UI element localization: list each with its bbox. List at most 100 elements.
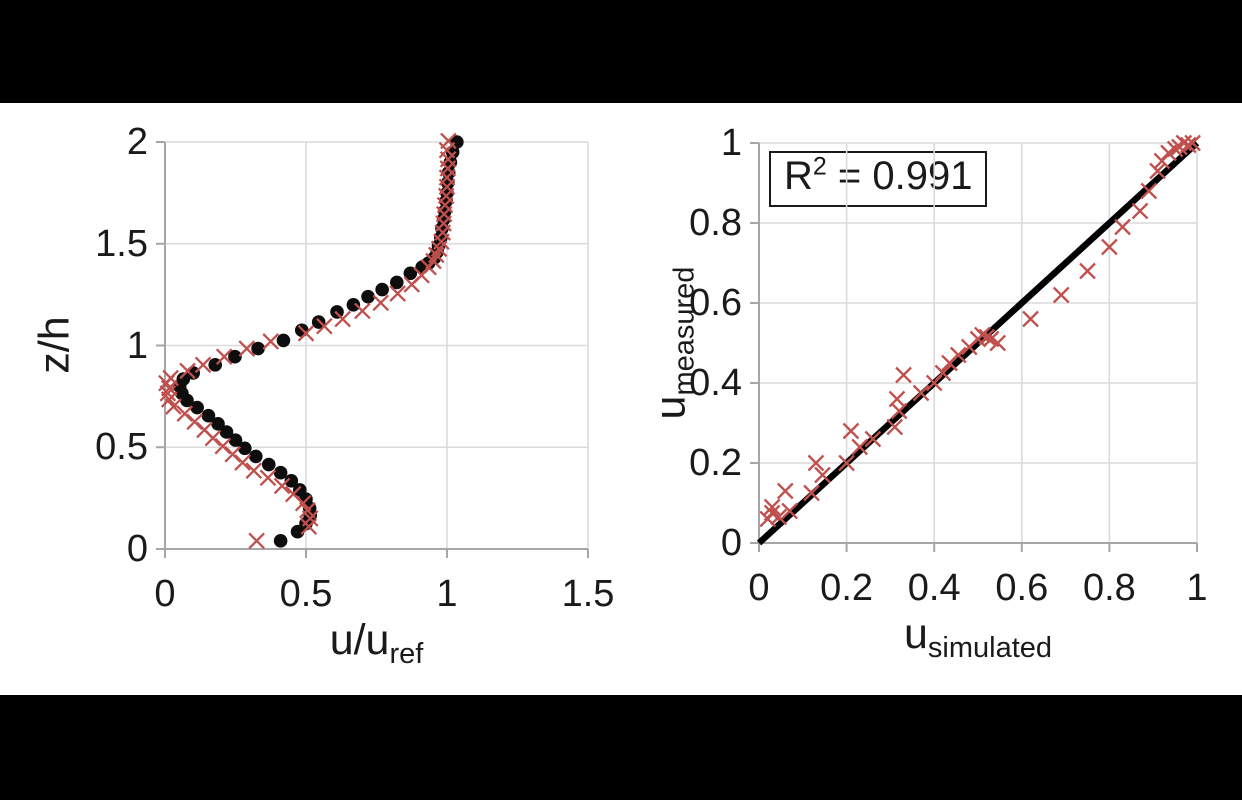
data-point [284,474,299,488]
data-point [776,482,794,500]
series-simulated [172,135,464,548]
x-tick-label: 0.6 [995,567,1049,609]
data-point [201,408,216,423]
y-tick-label: 0.5 [95,426,148,469]
data-point [346,298,361,312]
correlation-y-axis-label: umeasured [646,267,701,420]
data-point [934,364,952,382]
profile-x-axis-label: u/uref [329,616,424,669]
data-point [176,405,194,422]
data-point [989,334,1007,352]
top-black-band [0,0,1242,103]
correlation-plot-area [750,134,1201,552]
r-squared-annotation: R2 = 0.991 [769,151,988,207]
data-point [262,333,280,350]
data-point [214,437,232,455]
data-point [1101,238,1118,256]
data-point [238,340,256,357]
data-point [196,421,213,439]
profile-y-axis-label: z/h [30,316,79,374]
profile-x-axis-label-text: u/u [329,616,390,664]
data-point [224,446,241,463]
series-measured-vs-simulated [759,134,1201,528]
y-tick-label: 0 [720,522,742,564]
data-point [807,454,825,472]
profile-plot-area [156,132,589,558]
data-point [389,285,406,302]
data-point [228,433,243,447]
data-point [1052,286,1070,304]
data-point [186,413,203,431]
data-point [176,372,191,386]
correlation-x-axis-label: usimulated [904,613,1052,663]
data-point [372,294,390,312]
figure-background: u/uref z/h 0 0.5 1 1.5 0 0.5 1 1.5 2 usimulated … [0,103,1242,695]
data-point [162,369,179,387]
series-measured [158,132,457,550]
data-point [316,317,333,335]
data-point [851,438,869,456]
data-point [215,348,233,366]
data-point [803,484,820,502]
data-point [211,417,225,431]
y-tick-label: 0.8 [689,202,742,244]
r-squared-base: R [784,154,813,198]
correlation-y-axis-label-text: u [646,395,695,420]
one-to-one-line [756,140,1200,546]
profile-y-axis-label-text: z/h [30,316,79,374]
data-point [284,485,302,503]
data-point [290,524,305,539]
data-point [245,462,263,479]
data-point [259,469,277,487]
data-point [1114,218,1131,236]
data-point [890,402,908,420]
data-point [190,400,204,415]
r-squared-exponent: 2 [812,152,827,181]
data-point [440,132,457,150]
data-point [292,483,307,497]
data-point [1079,262,1096,280]
y-tick-label: 0 [126,528,148,570]
data-point [273,534,288,548]
y-tick-label: 0.4 [689,362,742,404]
data-point [1022,310,1039,328]
data-point [249,449,263,464]
data-point [354,302,371,320]
x-tick-label: 1.5 [561,573,615,615]
data-point [334,310,351,328]
data-point [1131,202,1149,220]
data-point [179,362,196,380]
data-point [949,346,967,364]
data-point [276,333,291,348]
data-point [1166,140,1184,158]
x-tick-label: 0.2 [820,567,874,609]
data-point [228,349,242,364]
data-point [912,384,930,402]
data-point [251,341,265,356]
data-point [781,502,798,520]
y-tick-label: 1.5 [95,222,148,265]
y-tick-label: 0.6 [689,282,742,324]
data-point [838,454,855,472]
profile-x-axis-label-subscript: ref [389,638,424,670]
data-point [814,466,831,484]
data-point [238,441,252,456]
correlation-chart: usimulated umeasured R2 = 0.991 0 0.2 0.4 0… [647,124,1208,663]
y-tick-label: 1 [126,324,148,367]
y-tick-label: 2 [126,121,148,163]
r-squared-value: = 0.991 [826,154,973,198]
x-tick-label: 1 [436,573,458,615]
data-point [297,324,315,342]
data-point [1149,162,1166,180]
y-tick-label: 0.2 [689,442,742,484]
data-point [248,532,265,550]
x-tick-label: 0 [748,567,770,609]
data-point [261,457,276,472]
x-tick-label: 0 [154,573,176,615]
data-point [375,282,389,297]
data-point [194,356,212,374]
data-point [1184,134,1201,152]
data-point [864,430,882,448]
x-tick-label: 1 [1186,567,1208,609]
